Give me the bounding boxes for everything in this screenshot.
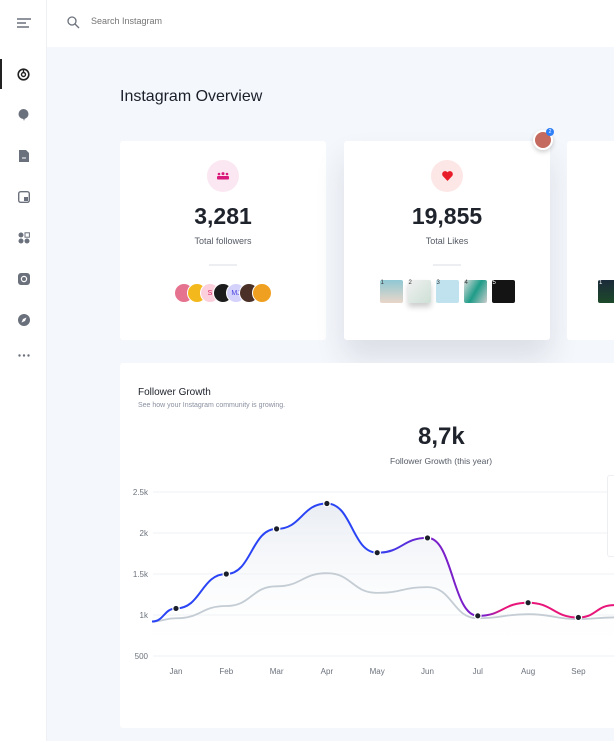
post-thumbnail[interactable]: 1 (598, 280, 614, 303)
x-tick-label: May (370, 667, 385, 676)
avatar[interactable] (252, 283, 272, 303)
growth-value: 8,7k (418, 423, 465, 450)
post-thumbnail[interactable]: 1 (379, 280, 403, 303)
apps-icon[interactable] (0, 228, 47, 248)
menu-icon[interactable] (0, 13, 47, 33)
sidebar (0, 0, 47, 741)
dashboard-icon[interactable] (0, 59, 47, 89)
likes-card: 19,855 Total Likes 1 2 3 4 5 (344, 141, 550, 340)
followers-label: Total followers (194, 236, 252, 246)
instagram-icon[interactable] (0, 269, 47, 289)
x-tick-label: Mar (270, 667, 284, 676)
rank-label: 1 (599, 280, 603, 286)
post-thumbnail[interactable]: 4 (463, 280, 487, 303)
y-tick-label: 1k (140, 611, 149, 620)
chat-bubble-icon[interactable] (0, 105, 47, 125)
heart-icon (431, 160, 463, 192)
y-tick-label: 1.5k (133, 570, 149, 579)
compass-icon[interactable] (0, 310, 47, 330)
likes-value: 19,855 (411, 203, 483, 229)
x-tick-label: Apr (321, 667, 334, 676)
post-thumbnail[interactable]: 3 (435, 280, 459, 303)
search-icon (67, 16, 80, 29)
media-icon[interactable] (0, 187, 47, 207)
area-fill (152, 503, 614, 656)
x-tick-label: Jun (421, 667, 434, 676)
top-posts: 1 (567, 280, 614, 303)
y-tick-label: 500 (135, 652, 149, 661)
divider (433, 264, 461, 266)
data-point (423, 534, 432, 542)
data-point (473, 612, 482, 620)
x-tick-label: Feb (219, 667, 233, 676)
post-thumbnail[interactable]: 5 (491, 280, 515, 303)
page-title: Instagram Overview (120, 88, 263, 105)
chart-subtitle: See how your Instagram community is grow… (138, 402, 286, 409)
rank-label: 2 (408, 280, 412, 286)
y-tick-label: 2k (140, 529, 149, 538)
document-icon[interactable] (0, 146, 47, 166)
rank-label: 1 (380, 280, 384, 286)
followers-card: 3,281 Total followers S MJ (120, 141, 326, 340)
third-card: 1 (567, 141, 614, 340)
top-bar (47, 0, 614, 47)
data-point (373, 548, 382, 557)
rank-label: 5 (492, 280, 496, 286)
chart-title: Follower Growth (138, 387, 211, 398)
followers-icon (207, 160, 239, 192)
growth-label: Follower Growth (this year) (390, 456, 493, 466)
followers-value: 3,281 (194, 203, 252, 229)
more-icon[interactable] (0, 345, 47, 365)
data-point (172, 604, 180, 613)
follower-growth-card: Follower Growth See how your Instagram c… (120, 363, 614, 728)
data-point (524, 598, 532, 607)
rank-label: 4 (464, 280, 468, 286)
post-thumbnail[interactable]: 2 (407, 280, 431, 303)
follower-avatars: S MJ (120, 283, 326, 303)
x-tick-label: Aug (521, 667, 535, 676)
data-point (323, 499, 331, 508)
divider (209, 264, 237, 266)
x-tick-label: Sep (571, 667, 586, 676)
rank-label: 3 (436, 280, 440, 286)
likes-label: Total Likes (425, 236, 469, 246)
side-panel-tab[interactable] (607, 475, 614, 557)
data-point (222, 570, 231, 578)
x-tick-label: Jul (473, 667, 483, 676)
search-input[interactable] (91, 16, 291, 26)
notification-badge: 2 (546, 128, 554, 136)
data-point (272, 525, 281, 533)
data-point (574, 613, 583, 622)
series-line-last-year (151, 572, 614, 623)
x-tick-label: Jan (170, 667, 183, 676)
top-posts: 1 2 3 4 5 (344, 280, 550, 303)
y-tick-label: 2.5k (133, 488, 149, 497)
